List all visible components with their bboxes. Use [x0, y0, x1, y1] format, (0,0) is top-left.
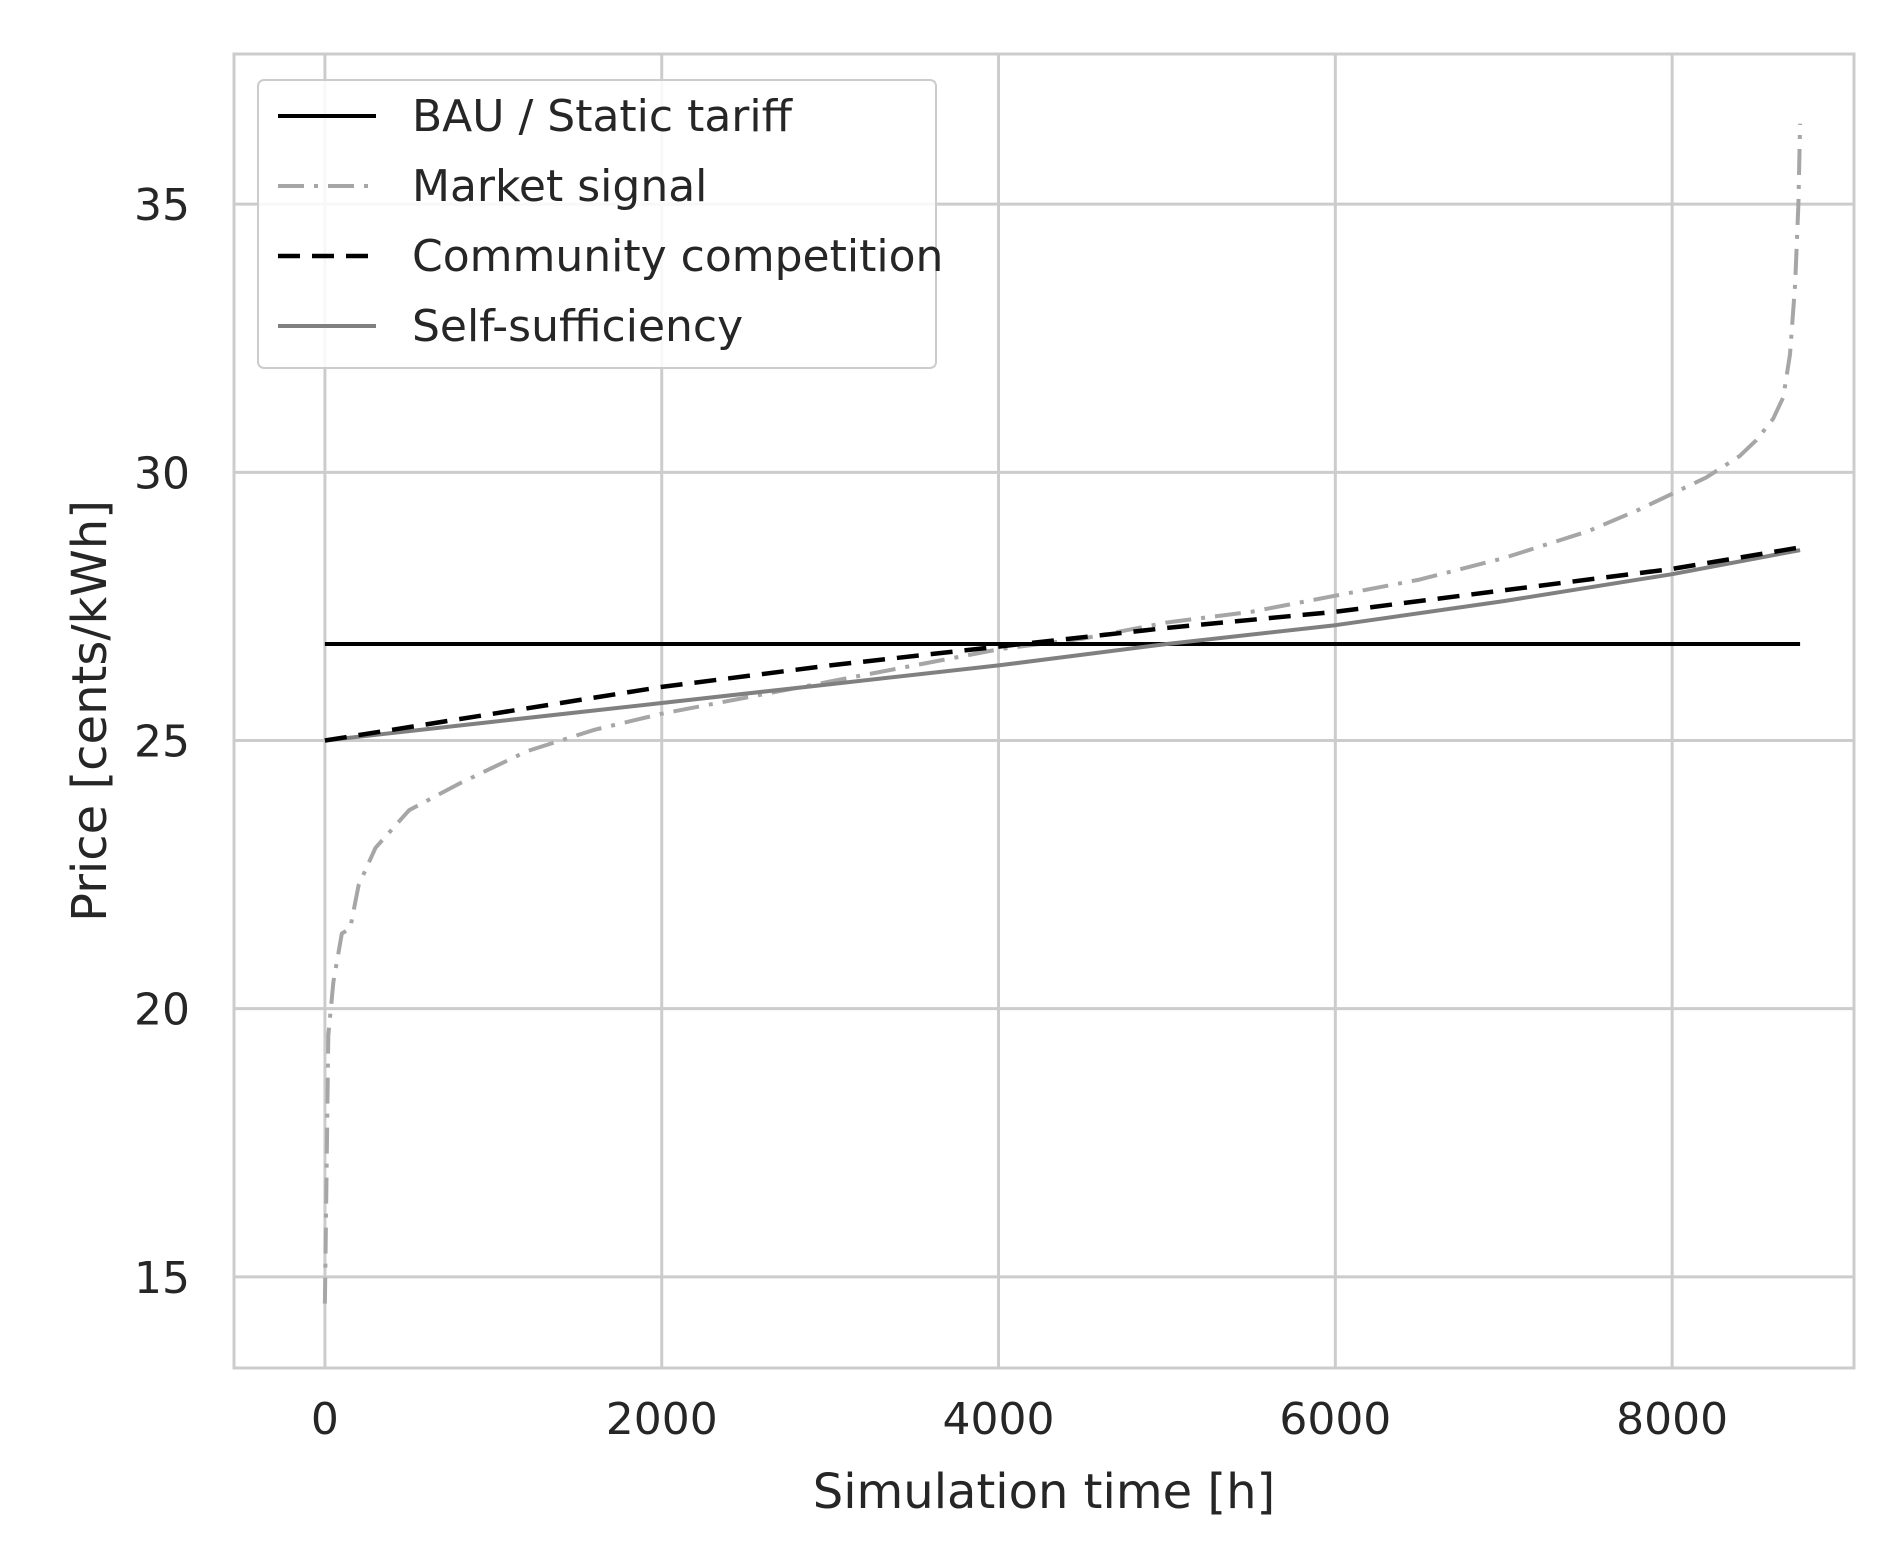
- legend-label-bau-static-tariff: BAU / Static tariff: [412, 91, 794, 142]
- series-line-self-sufficiency: [324, 548, 1801, 743]
- x-tick-label: 8000: [1616, 1394, 1728, 1445]
- y-tick-label: 30: [134, 448, 190, 499]
- x-tick-label: 2000: [606, 1394, 718, 1445]
- y-tick-label: 35: [134, 180, 190, 231]
- legend: BAU / Static tariff Market signal Communit…: [257, 79, 943, 369]
- x-tick-label: 0: [311, 1394, 339, 1445]
- x-axis-label: Simulation time [h]: [813, 1464, 1276, 1520]
- y-tick-label: 20: [134, 985, 190, 1036]
- series-line-community-competition: [324, 545, 1801, 743]
- series-line-market-signal: [322, 123, 1803, 1304]
- x-tick-label: 4000: [943, 1394, 1055, 1445]
- x-tick-label: 6000: [1279, 1394, 1391, 1445]
- x-tick-labels: 0 2000 4000 6000 8000: [311, 1394, 1728, 1445]
- legend-box: [257, 79, 937, 369]
- y-tick-label: 25: [134, 716, 190, 767]
- legend-label-community-competition: Community competition: [412, 231, 943, 282]
- y-tick-labels: 15 20 25 30 35: [134, 180, 190, 1304]
- legend-label-market-signal: Market signal: [412, 161, 707, 212]
- y-tick-label: 15: [134, 1253, 190, 1304]
- legend-label-self-sufficiency: Self-sufficiency: [412, 301, 743, 352]
- series-layer: [322, 123, 1803, 1304]
- y-axis-label: Price [cents/kWh]: [62, 500, 118, 922]
